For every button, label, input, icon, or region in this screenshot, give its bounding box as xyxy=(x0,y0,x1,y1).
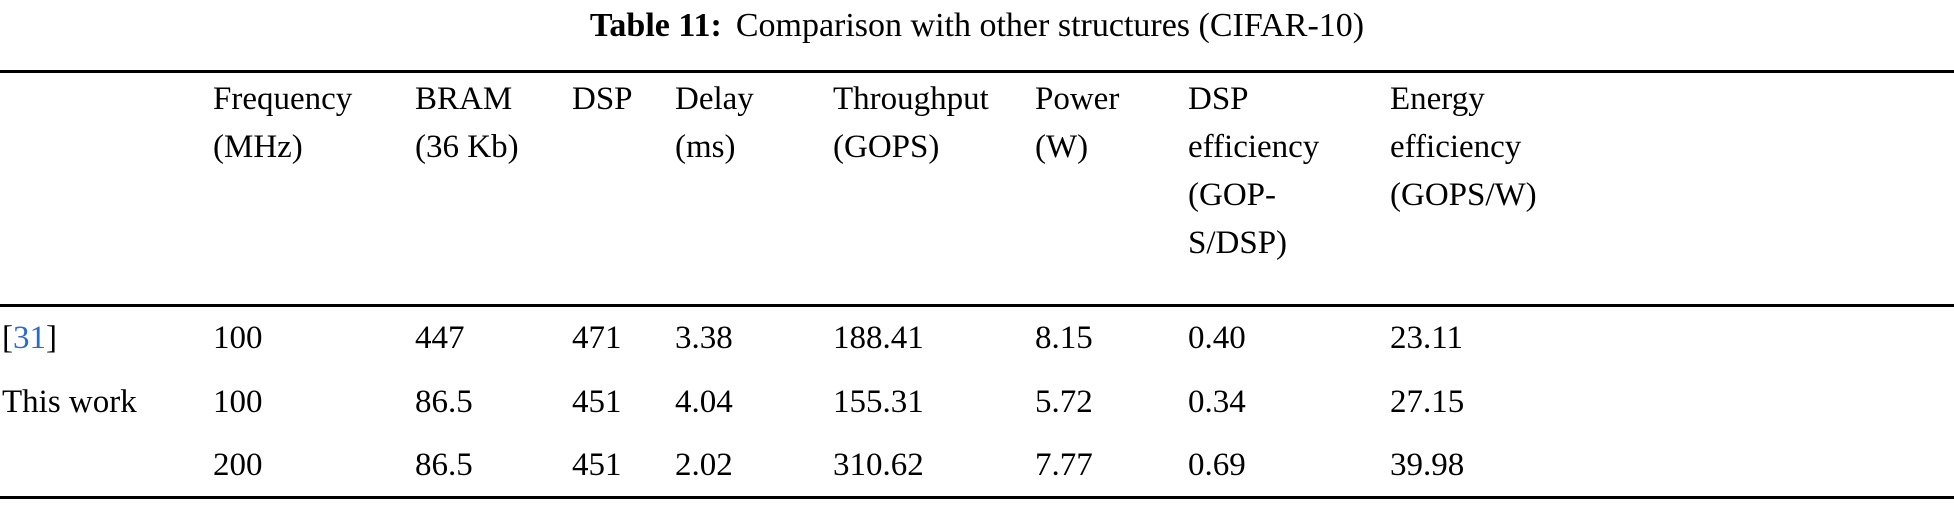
table-cell-delay: 4.04 xyxy=(675,383,733,420)
column-header-dsp-efficiency: DSP efficiency (GOP- S/DSP) xyxy=(1188,81,1320,261)
citation-link-31[interactable]: 31 xyxy=(13,320,46,357)
column-header-row-label xyxy=(0,72,213,306)
table-title: Table 11: Comparison with other structure… xyxy=(0,4,1954,48)
comparison-table: Frequency (MHz) BRAM (36 Kb) DSP Delay (… xyxy=(0,70,1954,499)
table-cell-dsp: 451 xyxy=(572,446,622,483)
table-cell-dsp-efficiency: 0.40 xyxy=(1188,320,1246,357)
citation-bracket-open: [ xyxy=(2,320,13,357)
table-cell-frequency: 200 xyxy=(213,446,263,483)
table-body: [31] 100 447 471 3.38 188.41 8.15 0.40 2… xyxy=(0,306,1954,498)
table-cell-dsp: 451 xyxy=(572,383,622,420)
table-cell-power: 5.72 xyxy=(1035,383,1093,420)
citation-bracket-close: ] xyxy=(46,320,57,357)
table-row-this-work-200: 200 86.5 451 2.02 310.62 7.77 0.69 39.98 xyxy=(0,434,1954,498)
table-cell-bram: 86.5 xyxy=(415,383,473,420)
column-header-power: Power (W) xyxy=(1035,81,1120,165)
table-cell-frequency: 100 xyxy=(213,320,263,357)
table-cell-energy-efficiency: 27.15 xyxy=(1390,383,1465,420)
table-title-caption: Comparison with other structures (CIFAR-… xyxy=(735,7,1365,44)
table-cell-power: 8.15 xyxy=(1035,320,1093,357)
column-header-dsp: DSP xyxy=(572,81,633,117)
column-header-energy-efficiency: Energy efficiency (GOPS/W) xyxy=(1390,81,1537,213)
table-title-label: Table 11: xyxy=(589,7,722,44)
table-cell-dsp: 471 xyxy=(572,320,622,357)
table-cell-throughput: 188.41 xyxy=(833,320,924,357)
column-header-delay: Delay (ms) xyxy=(675,81,754,165)
column-header-frequency: Frequency (MHz) xyxy=(213,81,353,165)
row-label-cell: [31] xyxy=(0,306,213,370)
table-cell-power: 7.77 xyxy=(1035,446,1093,483)
table-cell-dsp-efficiency: 0.69 xyxy=(1188,446,1246,483)
table-cell-throughput: 155.31 xyxy=(833,383,924,420)
table-cell-frequency: 100 xyxy=(213,383,263,420)
table-cell-energy-efficiency: 39.98 xyxy=(1390,446,1465,483)
table-row-this-work-100: This work 100 86.5 451 4.04 155.31 5.72 … xyxy=(0,370,1954,434)
table-row-ref-31: [31] 100 447 471 3.38 188.41 8.15 0.40 2… xyxy=(0,306,1954,370)
table-cell-delay: 3.38 xyxy=(675,320,733,357)
column-header-throughput: Throughput (GOPS) xyxy=(833,81,989,165)
table-cell-dsp-efficiency: 0.34 xyxy=(1188,383,1246,420)
column-header-bram: BRAM (36 Kb) xyxy=(415,81,519,165)
table-header: Frequency (MHz) BRAM (36 Kb) DSP Delay (… xyxy=(0,72,1954,306)
header-row: Frequency (MHz) BRAM (36 Kb) DSP Delay (… xyxy=(0,72,1954,306)
row-label-cell: This work xyxy=(2,383,137,420)
table-cell-energy-efficiency: 23.11 xyxy=(1390,320,1464,357)
table-cell-bram: 447 xyxy=(415,320,465,357)
row-label-cell xyxy=(0,434,213,498)
table-cell-bram: 86.5 xyxy=(415,446,473,483)
table-cell-throughput: 310.62 xyxy=(833,446,924,483)
table-cell-delay: 2.02 xyxy=(675,446,733,483)
